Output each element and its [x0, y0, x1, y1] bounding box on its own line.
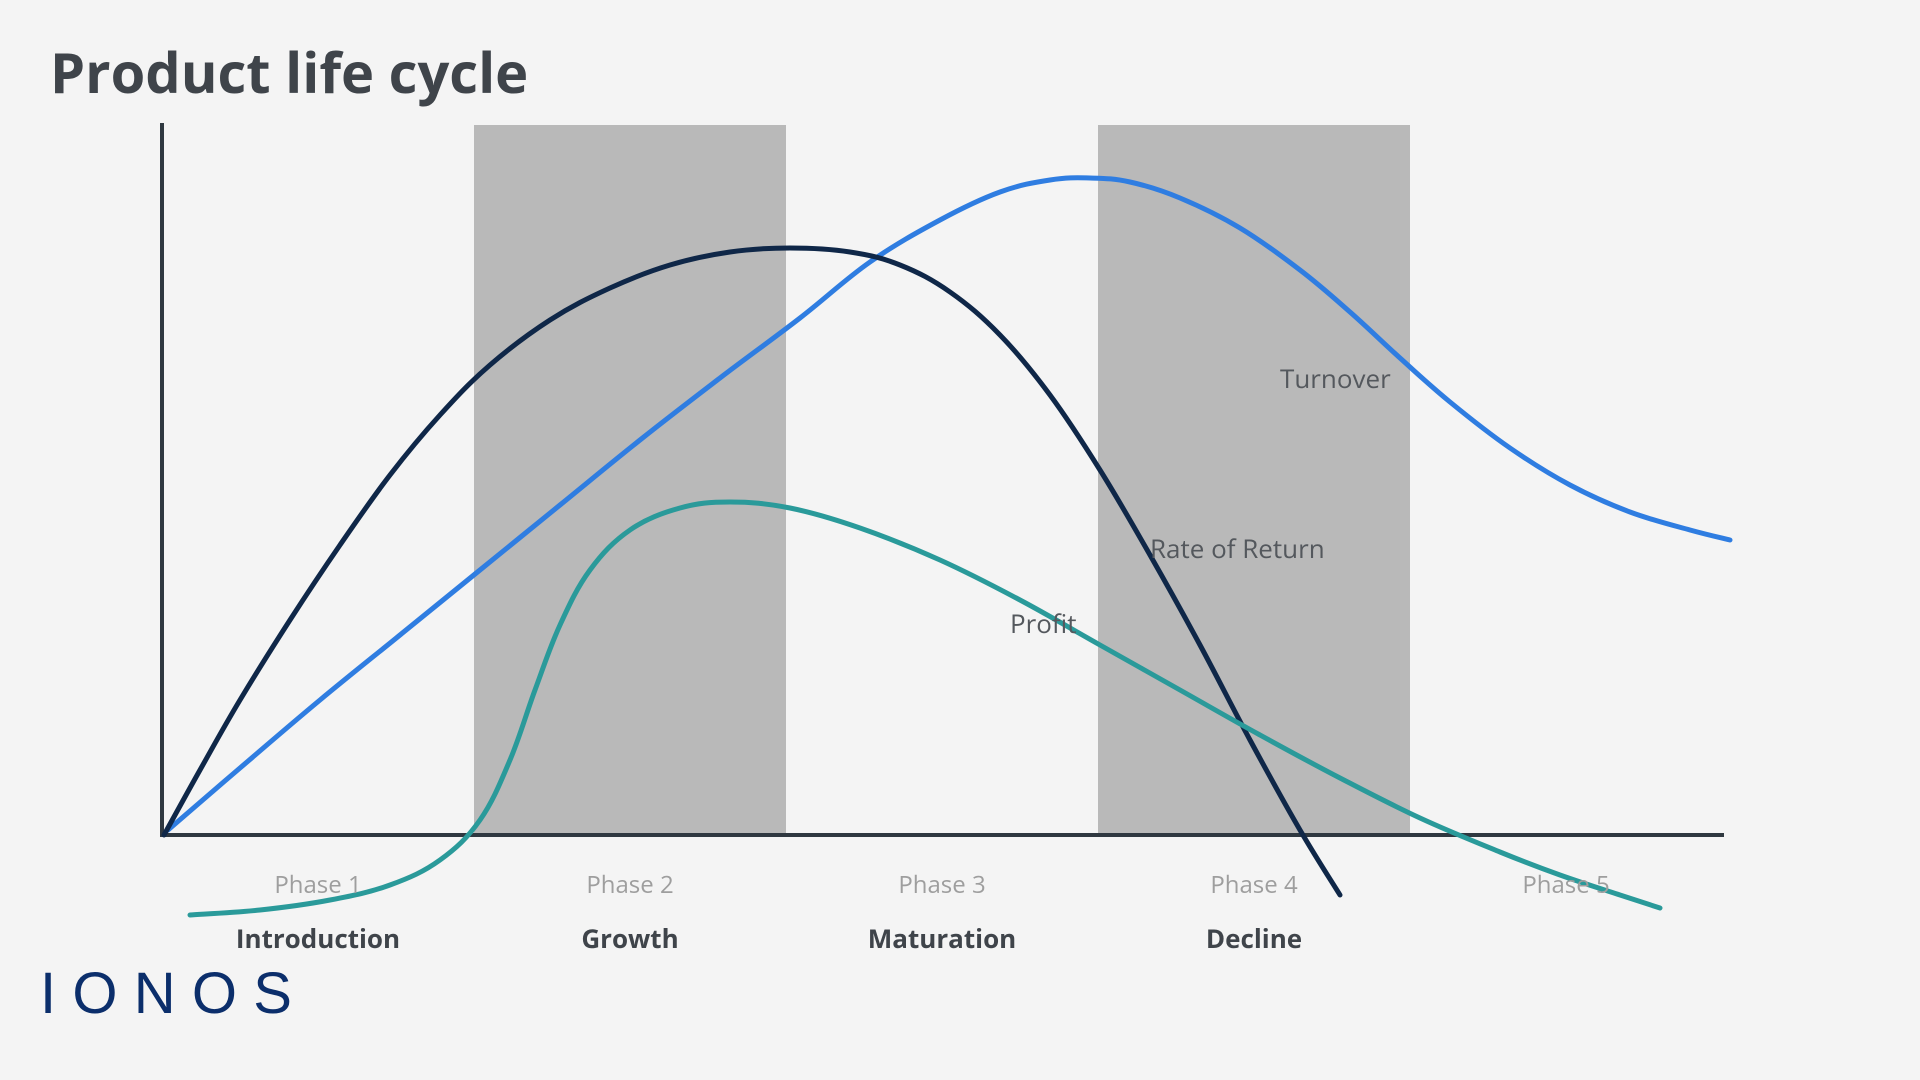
chart-svg — [0, 0, 1920, 1080]
phase-name-label: Growth — [581, 920, 678, 956]
phase-number-label: Phase 2 — [586, 868, 673, 901]
series-label: Rate of Return — [1150, 530, 1325, 566]
brand-logo: IONOS — [40, 960, 308, 1027]
phase-number-label: Phase 3 — [898, 868, 985, 901]
phase-name-label: Decline — [1206, 920, 1302, 956]
phase-number-label: Phase 4 — [1210, 868, 1297, 901]
series-label: Turnover — [1280, 360, 1391, 396]
series-label: Profit — [1010, 605, 1077, 641]
phase-number-label: Phase 1 — [274, 868, 361, 901]
phase-name-label: Maturation — [868, 920, 1017, 956]
phase-number-label: Phase 5 — [1522, 868, 1609, 901]
phase-name-label: Introduction — [236, 920, 400, 956]
chart-area — [0, 0, 1920, 1080]
